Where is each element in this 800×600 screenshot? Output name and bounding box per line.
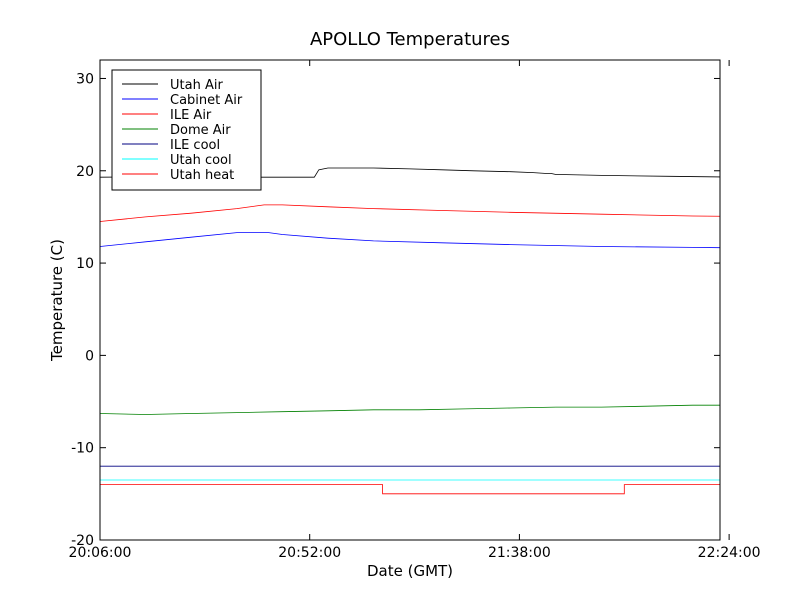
y-tick-label: 30 [76,71,94,87]
y-tick-label: 0 [85,348,94,364]
y-tick-label: -10 [71,441,94,457]
x-tick-label: 22:24:00 [698,545,761,561]
y-tick-label: 10 [76,256,94,272]
chart-title: APOLLO Temperatures [310,29,510,50]
series-line-dome-air [100,404,720,415]
legend-label: Utah heat [170,168,234,183]
legend-label: Cabinet Air [170,93,243,108]
legend-box [111,69,262,191]
y-axis-label: Temperature (C) [48,239,66,362]
legend-label: ILE Air [170,108,212,123]
series-line-cabinet-air [100,232,720,249]
y-tick-label: 20 [76,164,94,180]
x-tick-label: 20:52:00 [278,545,341,561]
ticks-layer: 20:06:0020:52:0021:38:0022:24:0023:10:00… [69,60,761,561]
series-line-utah-air [100,167,720,178]
series-layer [100,167,720,495]
series-line-ile-air [100,204,720,222]
plot-frame [99,59,721,541]
x-tick-label: 20:06:00 [69,545,132,561]
legend-label: ILE cool [170,138,220,153]
legend-label: Utah cool [170,153,232,168]
x-tick-label: 21:38:00 [488,545,551,561]
legend-label: Dome Air [170,123,231,138]
legend-label: Utah Air [170,78,223,93]
y-tick-label: -20 [71,533,94,549]
series-line-utah-heat [100,484,720,495]
x-axis-label: Date (GMT) [367,562,453,580]
